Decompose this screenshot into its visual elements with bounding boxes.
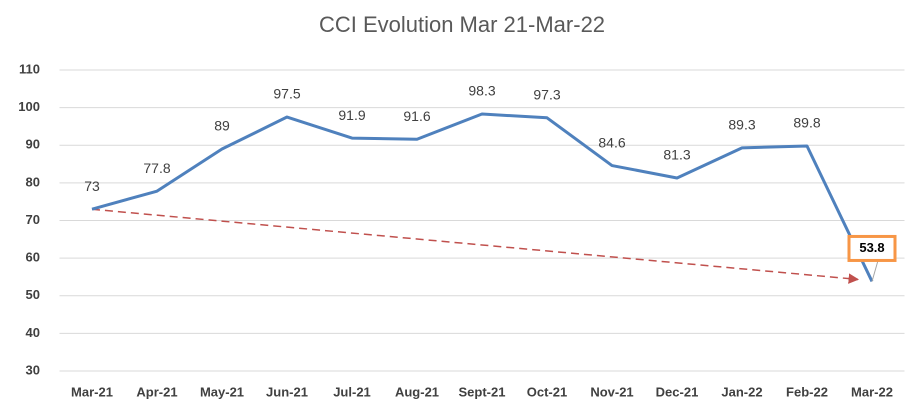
data-label: 84.6 bbox=[598, 134, 625, 150]
x-tick-label: May-21 bbox=[200, 384, 244, 399]
data-label: 89.8 bbox=[793, 115, 820, 131]
x-tick-label: Apr-21 bbox=[136, 384, 177, 399]
x-tick-label: Jul-21 bbox=[333, 384, 371, 399]
x-tick-label: Nov-21 bbox=[590, 384, 633, 399]
data-label: 73 bbox=[84, 178, 100, 194]
y-tick-label: 40 bbox=[26, 325, 40, 340]
data-label: 53.8 bbox=[859, 240, 884, 255]
y-tick-label: 70 bbox=[26, 212, 40, 227]
chart-title: CCI Evolution Mar 21-Mar-22 bbox=[319, 12, 605, 37]
data-label: 77.8 bbox=[143, 160, 170, 176]
data-label: 97.3 bbox=[533, 86, 560, 102]
y-tick-label: 100 bbox=[18, 99, 40, 114]
y-tick-label: 90 bbox=[26, 137, 40, 152]
y-tick-label: 110 bbox=[19, 61, 40, 76]
x-tick-label: Mar-21 bbox=[71, 384, 113, 399]
callout-pointer bbox=[871, 260, 879, 282]
highlight-box bbox=[847, 234, 897, 262]
data-label: 89 bbox=[214, 118, 230, 134]
data-label: 91.6 bbox=[403, 108, 430, 124]
data-label: 89.3 bbox=[728, 117, 755, 133]
series-line bbox=[91, 112, 874, 283]
y-tick-label: 50 bbox=[26, 287, 40, 302]
trend-arrow bbox=[91, 208, 860, 284]
x-tick-label: Feb-22 bbox=[786, 384, 828, 399]
x-tick-label: Jan-22 bbox=[721, 384, 762, 399]
y-tick-label: 30 bbox=[26, 362, 40, 377]
x-tick-label: Sept-21 bbox=[459, 384, 506, 399]
x-tick-label: Oct-21 bbox=[527, 384, 567, 399]
data-label: 97.5 bbox=[273, 86, 300, 102]
x-tick-label: Aug-21 bbox=[395, 384, 439, 399]
data-label: 81.3 bbox=[663, 147, 690, 163]
y-tick-label: 60 bbox=[26, 250, 40, 265]
x-tick-label: Mar-22 bbox=[851, 384, 893, 399]
data-label: 98.3 bbox=[468, 83, 495, 99]
y-tick-label: 80 bbox=[26, 174, 40, 189]
data-label: 91.9 bbox=[338, 107, 365, 123]
x-tick-label: Dec-21 bbox=[656, 384, 699, 399]
x-tick-label: Jun-21 bbox=[266, 384, 308, 399]
